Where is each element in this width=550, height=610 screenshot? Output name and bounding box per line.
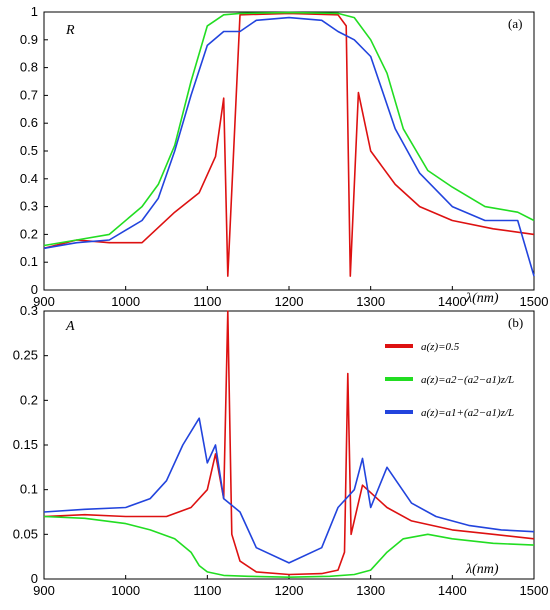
panel-a-x-tick-label: 1500 (520, 294, 549, 309)
panel-b-frame (43, 310, 535, 580)
panel-a: 0 0.1 0.2 0.3 0.4 0.5 0.6 0.7 0.8 0.9 1 900 1000 110… (20, 4, 549, 309)
panel-b-y-tick-label: 0.05 (13, 526, 38, 541)
panel-a-y-ticks: 0 0.1 0.2 0.3 0.4 0.5 0.6 0.7 0.8 0.9 1 (20, 4, 48, 297)
panel-b-y-tick-label: 0.25 (13, 348, 38, 363)
panel-b-y-tick-label: 0 (31, 571, 38, 586)
panel-a-y-tick-label: 0.8 (20, 60, 38, 75)
panel-b-legend: a(z)=0.5 a(z)=a2−(a2−a1)z/L a(z)=a1+(a2−a1… (385, 341, 514, 419)
panel-b-label: (b) (508, 315, 523, 330)
panel-a-x-tick-label: 1100 (193, 294, 221, 309)
panel-a-ylabel: R (65, 23, 75, 38)
panel-b-y-ticks: 0 0.05 0.1 0.15 0.2 0.25 0.3 (13, 303, 48, 586)
legend-entry-3: a(z)=a1+(a2−a1)z/L (421, 407, 514, 419)
panel-a-x-tick-label: 1300 (356, 294, 385, 309)
panel-b-y-tick-label: 0.3 (20, 303, 38, 318)
panel-a-y-tick-label: 1 (31, 4, 38, 19)
panel-a-x-tick-label: 1200 (275, 294, 304, 309)
panel-b: 0 0.05 0.1 0.15 0.2 0.25 0.3 900 1000 1100 1200 13… (13, 303, 549, 598)
panel-a-series-line-1 (43, 12, 535, 277)
panel-b-x-tick-label: 1000 (111, 583, 140, 598)
panel-b-x-tick-label: 1400 (438, 583, 467, 598)
panel-a-series-line-3 (43, 16, 535, 277)
panel-b-x-tick-label: 1500 (520, 583, 549, 598)
legend-entry-1: a(z)=0.5 (421, 341, 460, 353)
panel-a-frame (43, 11, 535, 291)
panel-a-y-tick-label: 0 (31, 282, 38, 297)
panel-a-label: (a) (508, 16, 522, 31)
panel-b-xlabel: λ(nm) (465, 562, 499, 577)
panel-a-xlabel: λ(nm) (465, 291, 499, 306)
panel-b-x-tick-label: 1200 (275, 583, 304, 598)
panel-b-x-tick-label: 1100 (193, 583, 221, 598)
panel-b-series-line-3 (43, 417, 535, 564)
panel-a-series-line-2 (43, 11, 535, 247)
panel-a-y-tick-label: 0.7 (20, 87, 38, 102)
legend-entry-2: a(z)=a2−(a2−a1)z/L (421, 374, 514, 386)
panel-a-y-tick-label: 0.1 (20, 254, 38, 269)
panel-b-y-tick-label: 0.1 (20, 482, 38, 497)
panel-b-x-tick-label: 1300 (356, 583, 385, 598)
panel-b-series-line-1 (43, 310, 535, 576)
panel-b-y-tick-label: 0.2 (20, 392, 38, 407)
panel-a-x-ticks: 900 1000 1100 1200 1300 1400 1500 (33, 286, 548, 309)
panel-a-x-tick-label: 900 (33, 294, 55, 309)
panel-a-x-tick-label: 1400 (438, 294, 467, 309)
panel-a-y-tick-label: 0.6 (20, 115, 38, 130)
panel-b-ylabel: A (65, 319, 75, 334)
panel-b-x-tick-label: 900 (33, 583, 55, 598)
panel-a-y-tick-label: 0.3 (20, 199, 38, 214)
panel-a-y-tick-label: 0.9 (20, 32, 38, 47)
panel-a-series (43, 11, 535, 277)
panel-b-series (43, 310, 535, 578)
panel-a-y-tick-label: 0.5 (20, 143, 38, 158)
panel-b-x-ticks: 900 1000 1100 1200 1300 1400 1500 (33, 575, 548, 598)
panel-a-y-tick-label: 0.4 (20, 171, 38, 186)
panel-a-x-tick-label: 1000 (111, 294, 140, 309)
panel-b-y-tick-label: 0.15 (13, 437, 38, 452)
panel-b-series-line-2 (43, 515, 535, 578)
panel-a-y-tick-label: 0.2 (20, 226, 38, 241)
